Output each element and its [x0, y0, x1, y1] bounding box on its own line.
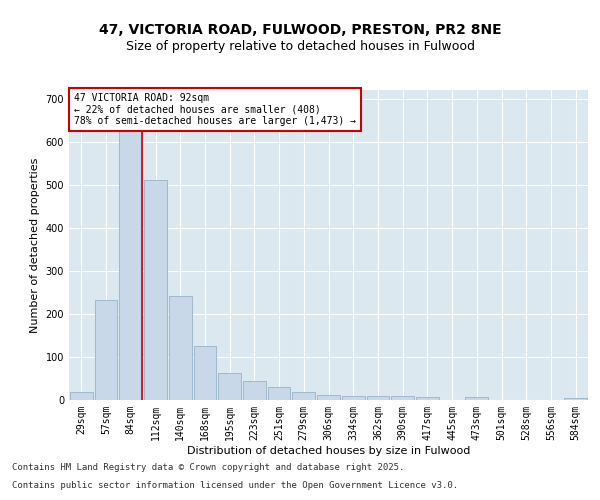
Text: Contains HM Land Registry data © Crown copyright and database right 2025.: Contains HM Land Registry data © Crown c… [12, 464, 404, 472]
Y-axis label: Number of detached properties: Number of detached properties [30, 158, 40, 332]
Bar [70, 392, 93, 400]
Text: Contains public sector information licensed under the Open Government Licence v3: Contains public sector information licen… [12, 481, 458, 490]
Bar [342, 396, 365, 400]
Bar [268, 387, 290, 400]
Text: Size of property relative to detached houses in Fulwood: Size of property relative to detached ho… [125, 40, 475, 53]
Bar [95, 300, 118, 400]
Bar [119, 120, 142, 400]
Bar [218, 374, 241, 400]
Bar [292, 392, 315, 400]
Text: 47, VICTORIA ROAD, FULWOOD, PRESTON, PR2 8NE: 47, VICTORIA ROAD, FULWOOD, PRESTON, PR2… [98, 22, 502, 36]
Bar [564, 398, 587, 400]
Bar [169, 296, 191, 400]
Bar [466, 398, 488, 400]
Bar [416, 396, 439, 400]
Bar [317, 395, 340, 400]
Bar [243, 380, 266, 400]
Bar [194, 346, 216, 400]
Bar [367, 396, 389, 400]
Bar [144, 180, 167, 400]
Bar [391, 396, 414, 400]
Text: 47 VICTORIA ROAD: 92sqm
← 22% of detached houses are smaller (408)
78% of semi-d: 47 VICTORIA ROAD: 92sqm ← 22% of detache… [74, 93, 356, 126]
X-axis label: Distribution of detached houses by size in Fulwood: Distribution of detached houses by size … [187, 446, 470, 456]
